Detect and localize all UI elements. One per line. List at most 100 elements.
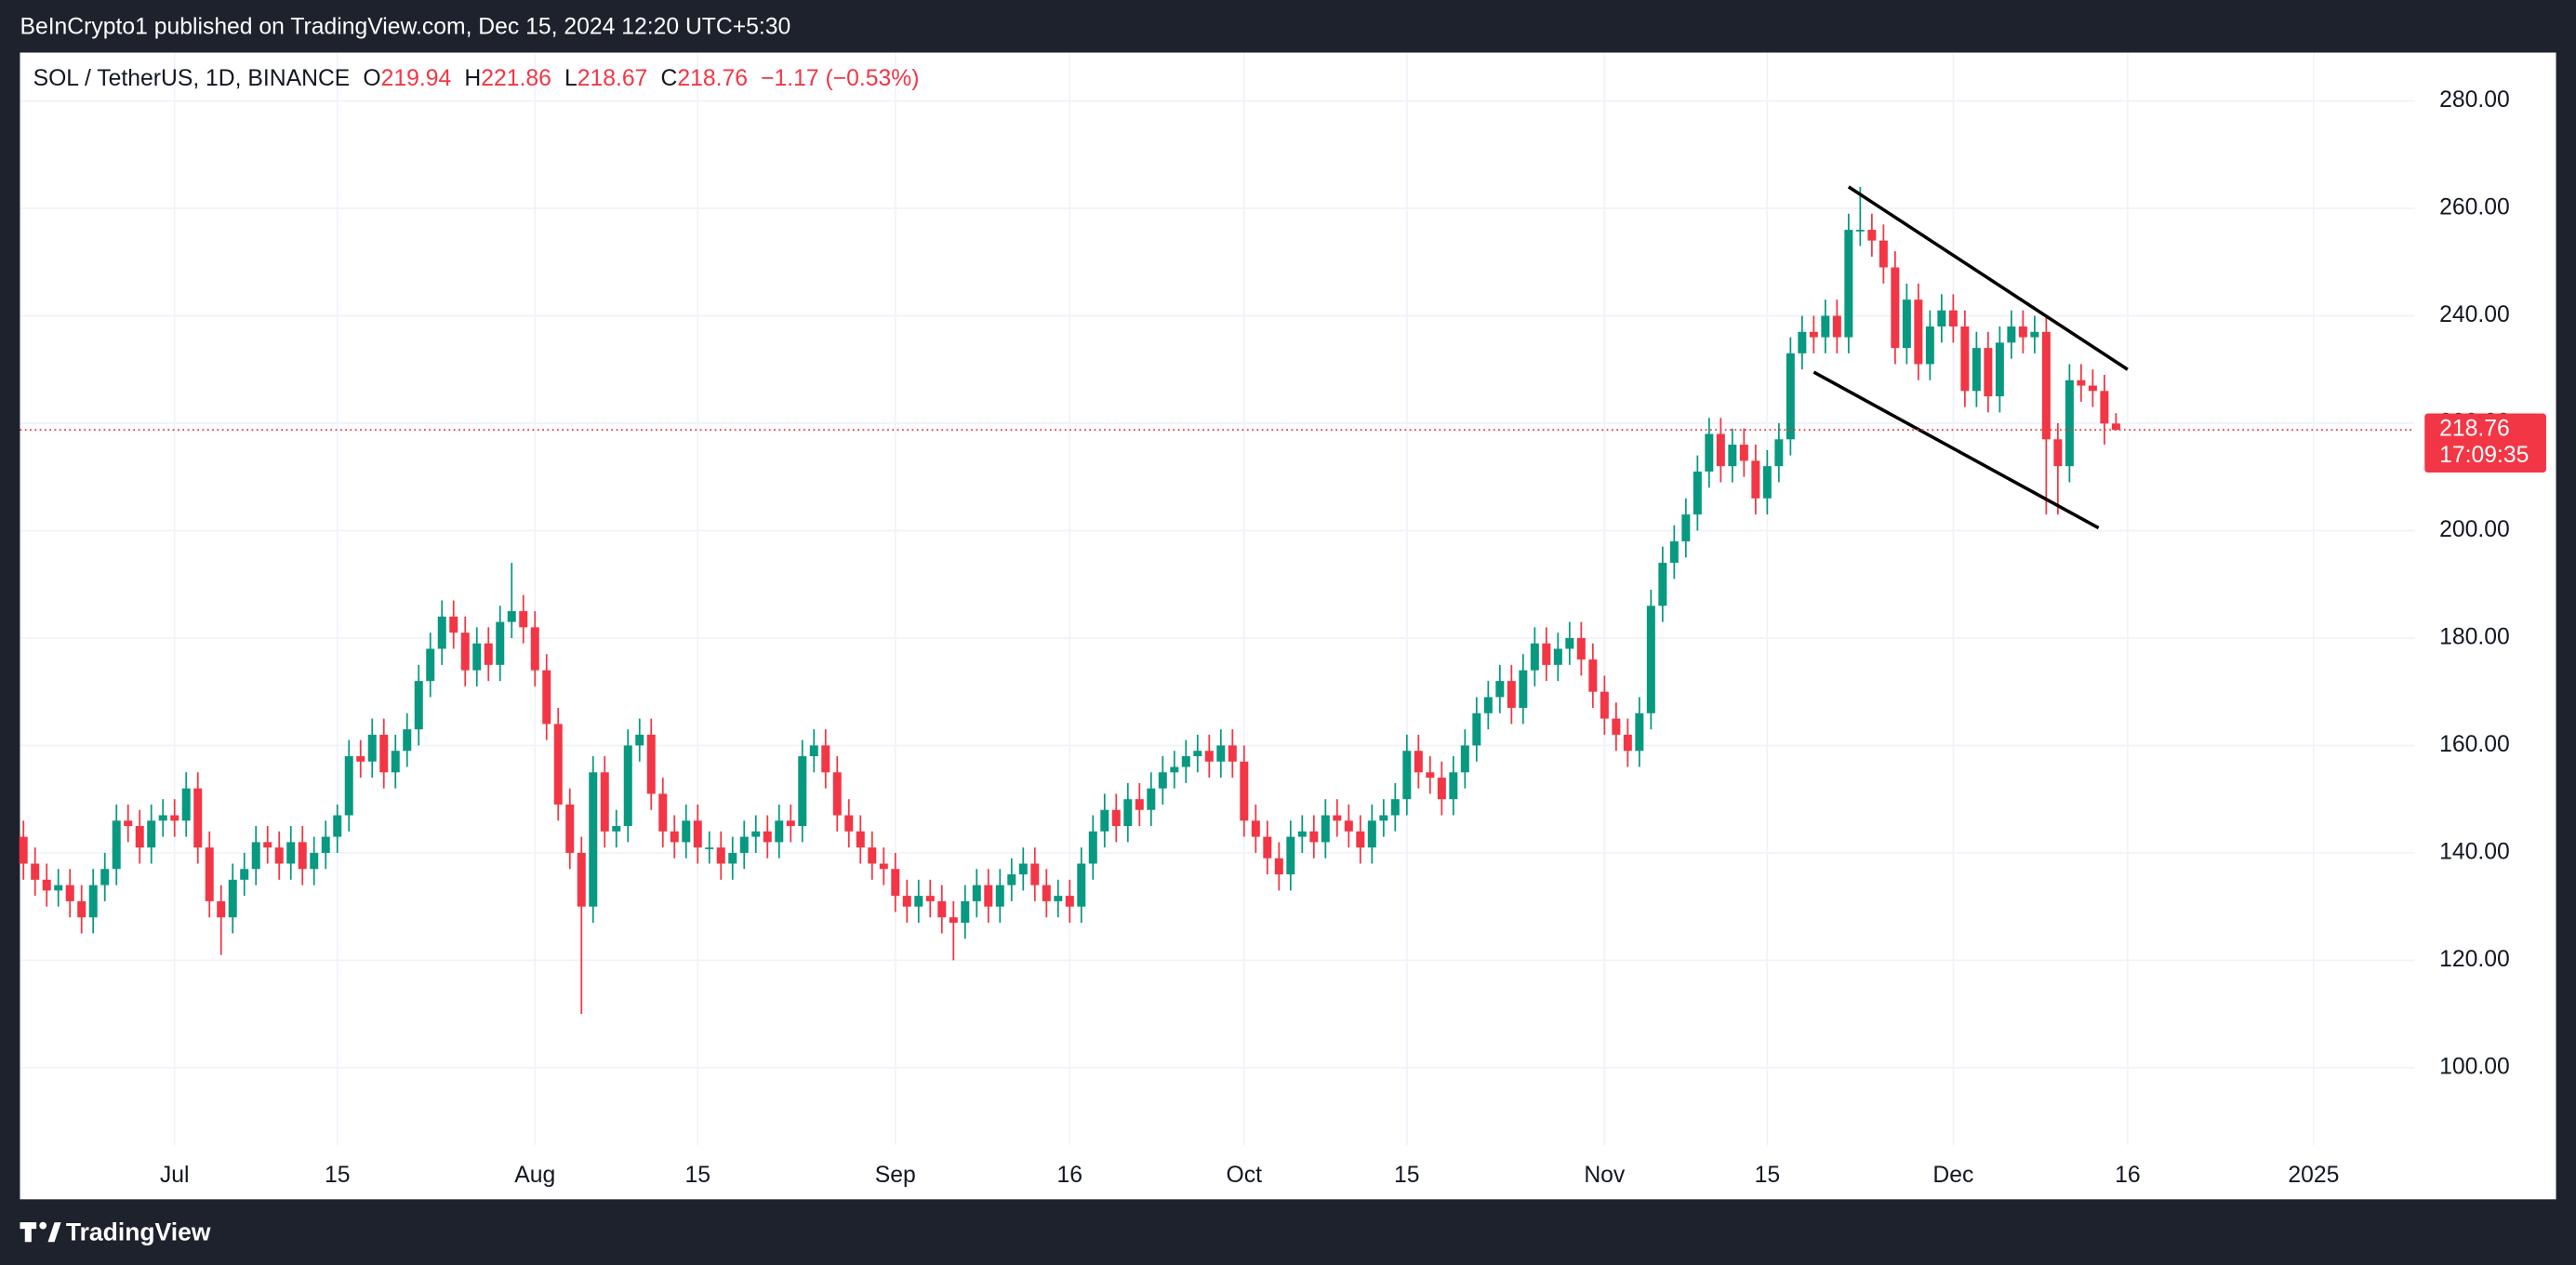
candle-body xyxy=(856,831,865,848)
candle-body xyxy=(670,831,679,843)
candle-body xyxy=(193,788,203,848)
candle-body xyxy=(496,621,505,665)
header: BeInCrypto1 published on TradingView.com… xyxy=(20,15,790,40)
candle-body xyxy=(31,863,40,880)
candle-body xyxy=(286,842,296,864)
candle-body xyxy=(1705,433,1714,472)
candle-body xyxy=(1716,433,1725,467)
candle-body xyxy=(1995,342,2004,397)
candle-body xyxy=(42,879,51,891)
legend-value: 221.86 xyxy=(481,65,551,90)
candle-body xyxy=(2100,391,2109,424)
y-tick-label: 100.00 xyxy=(2439,1054,2510,1079)
candle-body xyxy=(449,616,458,633)
x-tick-label: Sep xyxy=(875,1163,916,1188)
candle-body xyxy=(321,836,330,853)
candle-body xyxy=(519,611,528,628)
candle-body xyxy=(1216,745,1226,762)
candle-body xyxy=(902,896,911,907)
candle-body xyxy=(589,772,598,907)
candle-body xyxy=(623,745,632,827)
x-tick-label: Jul xyxy=(160,1163,190,1188)
legend-value: 218.67 xyxy=(578,65,648,90)
candle-body xyxy=(1147,788,1156,810)
candle-body xyxy=(2111,423,2120,431)
candle-body xyxy=(426,648,435,682)
candle-body xyxy=(460,632,470,671)
candle-body xyxy=(65,885,74,901)
footer-logo xyxy=(20,1221,61,1243)
candle-body xyxy=(1309,831,1319,843)
candle-body xyxy=(1367,820,1376,848)
candle-body xyxy=(1798,331,1807,353)
plot xyxy=(19,185,2129,1015)
candle-body xyxy=(553,724,563,805)
candle-body xyxy=(1077,863,1086,907)
candle-body xyxy=(240,869,249,880)
candle-body xyxy=(1495,681,1505,698)
candle-body xyxy=(1669,541,1679,564)
candle-body xyxy=(1739,445,1748,461)
candle-body xyxy=(1402,751,1412,800)
candle-body xyxy=(798,755,807,827)
candle-body xyxy=(1158,772,1167,789)
candle-body xyxy=(367,734,377,762)
footer-brand: TradingView xyxy=(66,1218,211,1245)
candle-body xyxy=(716,847,725,864)
candle-body xyxy=(1855,230,1865,232)
candle-body xyxy=(1507,681,1516,709)
candle-body xyxy=(1565,637,1574,649)
candle-body xyxy=(1193,751,1202,756)
candle-body xyxy=(1321,815,1330,843)
candle-body xyxy=(403,729,412,752)
candle-body xyxy=(1181,755,1190,767)
candle-body xyxy=(19,836,28,864)
candle-body xyxy=(1018,863,1028,875)
candle-body xyxy=(472,643,482,671)
candle-body xyxy=(1483,697,1493,713)
candle-body xyxy=(251,842,260,870)
legend: SOL / TetherUS, 1D, BINANCE O219.94 H221.8… xyxy=(33,65,920,90)
candle-body xyxy=(1111,809,1121,827)
candle-body xyxy=(658,793,668,832)
candle-body xyxy=(1867,230,1877,241)
candle-body xyxy=(1530,643,1539,671)
y-tick-label: 180.00 xyxy=(2439,624,2510,649)
candle-body xyxy=(1472,712,1481,746)
legend-symbol: SOL / TetherUS, 1D, BINANCE xyxy=(33,65,351,90)
candle-body xyxy=(1786,353,1795,440)
candle-body xyxy=(2053,439,2063,467)
candle-body xyxy=(1553,648,1562,665)
legend-key: H xyxy=(464,65,481,90)
candle-body xyxy=(2018,326,2027,338)
candle-body xyxy=(1100,809,1109,832)
candle-body xyxy=(1809,331,1818,338)
x-tick-label: 16 xyxy=(2115,1163,2141,1188)
candle-body xyxy=(2030,331,2039,338)
y-tick-label: 200.00 xyxy=(2439,517,2510,542)
candle-body xyxy=(1542,643,1551,665)
candle-body xyxy=(1228,745,1237,762)
candle-body xyxy=(1286,836,1295,875)
candle-body xyxy=(1751,460,1760,499)
x-tick-label: 15 xyxy=(1394,1163,1420,1188)
candle-body xyxy=(298,842,307,870)
candle-body xyxy=(972,885,981,901)
candle-body xyxy=(542,670,551,725)
candle-body xyxy=(891,869,900,897)
candle-body xyxy=(1937,310,1946,327)
candle-body xyxy=(217,900,226,918)
candle-body xyxy=(1972,348,1981,392)
candle-body xyxy=(949,917,958,923)
candle-body xyxy=(635,734,644,746)
candle-body xyxy=(414,681,423,730)
candle-body xyxy=(1030,863,1040,886)
candle-body xyxy=(1623,734,1632,752)
candle-body xyxy=(437,616,446,649)
countdown-label: 17:09:35 xyxy=(2439,443,2529,468)
candle-body xyxy=(135,826,144,848)
candle-body xyxy=(821,745,830,773)
x-tick-label: 2025 xyxy=(2288,1163,2339,1188)
candle-body xyxy=(1007,874,1016,886)
